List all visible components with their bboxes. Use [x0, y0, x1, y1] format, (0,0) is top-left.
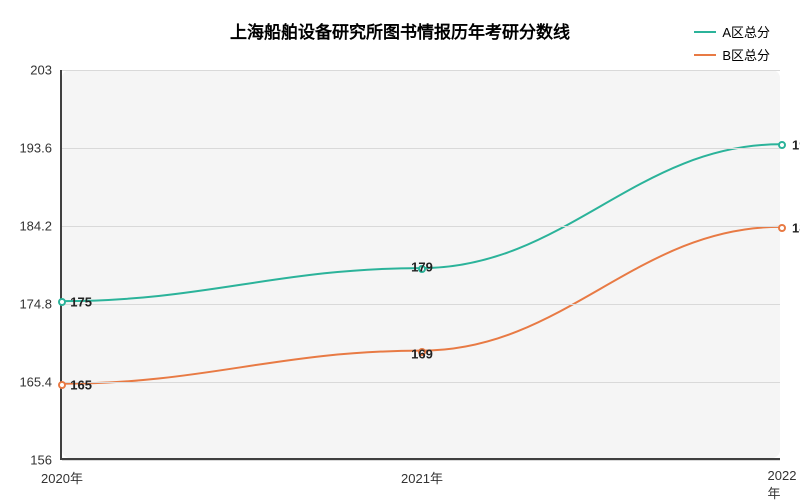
chart-container: 上海船舶设备研究所图书情报历年考研分数线 A区总分 B区总分 156165.41…: [0, 0, 800, 500]
grid-line: [62, 382, 780, 383]
x-tick-label: 2020年: [41, 458, 83, 487]
legend-label-b: B区总分: [722, 45, 770, 64]
data-label: 194: [790, 137, 800, 152]
data-label: 165: [68, 378, 94, 393]
series-line: [62, 144, 780, 301]
data-label: 169: [409, 347, 435, 362]
grid-line: [62, 70, 780, 71]
y-tick-label: 193.6: [19, 141, 62, 156]
data-marker: [58, 298, 66, 306]
grid-line: [62, 148, 780, 149]
legend-swatch-b: [694, 54, 716, 56]
y-tick-label: 184.2: [19, 219, 62, 234]
y-tick-label: 203: [30, 63, 62, 78]
data-label: 175: [68, 295, 94, 310]
x-tick-label: 2022年: [768, 458, 797, 502]
y-tick-label: 165.4: [19, 375, 62, 390]
legend-label-a: A区总分: [722, 22, 770, 41]
data-marker: [778, 141, 786, 149]
legend-item-a: A区总分: [694, 22, 770, 41]
data-label: 179: [409, 260, 435, 275]
data-label: 184: [790, 220, 800, 235]
x-tick-label: 2021年: [401, 458, 443, 487]
data-marker: [778, 224, 786, 232]
legend: A区总分 B区总分: [694, 22, 770, 68]
grid-line: [62, 226, 780, 227]
legend-swatch-a: [694, 31, 716, 33]
plot-area: 156165.4174.8184.2193.62032020年2021年2022…: [60, 70, 780, 460]
legend-item-b: B区总分: [694, 45, 770, 64]
chart-title: 上海船舶设备研究所图书情报历年考研分数线: [230, 18, 570, 43]
grid-line: [62, 304, 780, 305]
y-tick-label: 174.8: [19, 297, 62, 312]
data-marker: [58, 381, 66, 389]
